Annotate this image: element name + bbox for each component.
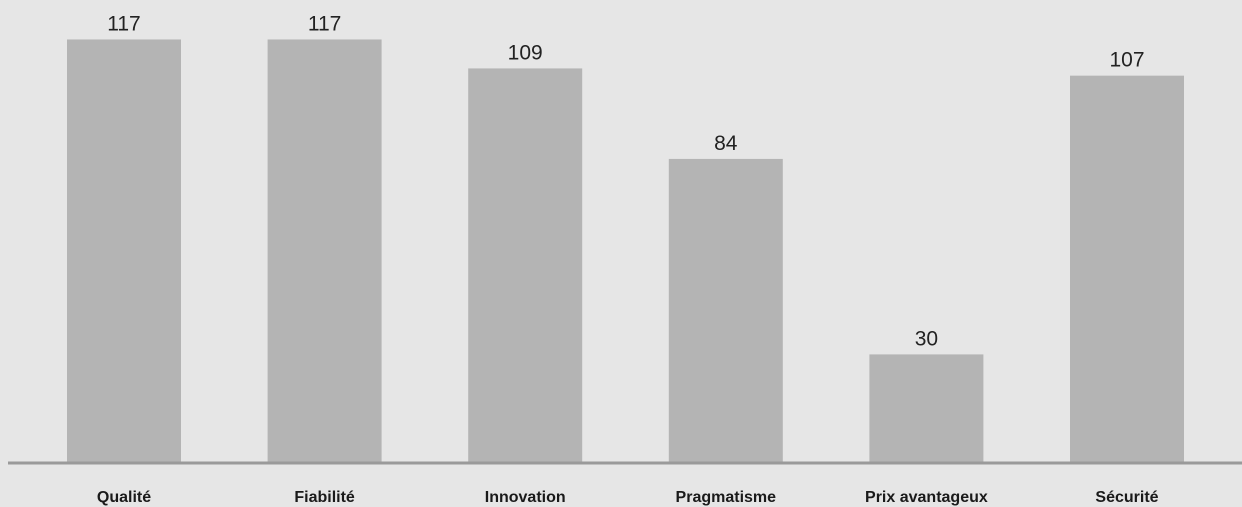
category-label-3: Pragmatisme bbox=[676, 489, 777, 506]
value-label-0: 117 bbox=[107, 12, 140, 35]
bar-0 bbox=[67, 39, 181, 464]
bar-3 bbox=[668, 158, 783, 464]
category-label-1: Fiabilité bbox=[294, 489, 355, 506]
category-labels-group: Qualité Fiabilité Innovation Pragmatisme Pri… bbox=[97, 489, 1159, 506]
bar-1 bbox=[267, 39, 382, 464]
category-label-0: Qualité bbox=[97, 489, 151, 506]
value-labels-group: 117 117 109 84 30 107 bbox=[107, 12, 1144, 350]
category-label-4: Prix avantageux bbox=[865, 489, 988, 506]
value-label-2: 109 bbox=[508, 41, 543, 64]
value-label-3: 84 bbox=[714, 132, 738, 155]
category-label-2: Innovation bbox=[485, 489, 566, 506]
value-label-4: 30 bbox=[915, 327, 938, 350]
value-label-5: 107 bbox=[1109, 49, 1144, 72]
bar-5 bbox=[1070, 75, 1184, 463]
category-label-5: Sécurité bbox=[1095, 489, 1158, 506]
bar-2 bbox=[468, 68, 583, 464]
bars-group bbox=[67, 39, 1184, 464]
bar-4 bbox=[869, 354, 984, 463]
value-label-1: 117 bbox=[308, 12, 341, 35]
